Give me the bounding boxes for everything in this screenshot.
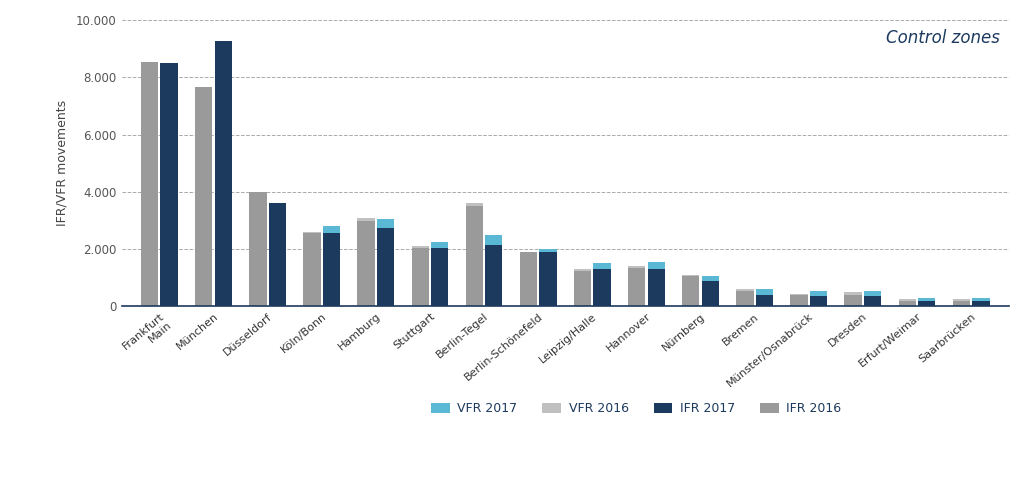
Bar bbox=[864, 291, 882, 296]
Bar bbox=[756, 295, 773, 306]
Bar bbox=[215, 41, 231, 306]
Bar bbox=[845, 292, 862, 295]
Bar bbox=[141, 61, 159, 306]
Bar bbox=[377, 219, 394, 228]
Bar bbox=[756, 289, 773, 295]
Bar bbox=[303, 232, 321, 233]
Bar bbox=[899, 301, 915, 306]
Bar bbox=[647, 269, 665, 306]
Bar bbox=[972, 298, 989, 301]
Bar bbox=[845, 295, 862, 306]
Y-axis label: IFR/VFR movements: IFR/VFR movements bbox=[56, 100, 69, 226]
Bar bbox=[268, 203, 286, 306]
Bar bbox=[357, 218, 375, 220]
Bar bbox=[952, 301, 970, 306]
Bar bbox=[412, 246, 429, 247]
Bar bbox=[303, 233, 321, 306]
Bar bbox=[573, 269, 591, 271]
Bar bbox=[701, 276, 719, 281]
Bar bbox=[573, 271, 591, 306]
Bar bbox=[323, 226, 340, 233]
Bar bbox=[919, 301, 935, 306]
Bar bbox=[540, 249, 557, 252]
Bar bbox=[249, 192, 266, 306]
Bar bbox=[919, 298, 935, 301]
Bar bbox=[952, 299, 970, 301]
Bar bbox=[412, 247, 429, 306]
Bar bbox=[628, 268, 645, 306]
Bar bbox=[682, 276, 699, 306]
Bar bbox=[682, 275, 699, 276]
Bar bbox=[520, 252, 538, 306]
Bar bbox=[899, 299, 915, 301]
Bar bbox=[323, 233, 340, 306]
Bar bbox=[431, 242, 449, 247]
Bar bbox=[791, 294, 808, 295]
Bar bbox=[377, 228, 394, 306]
Bar bbox=[540, 252, 557, 306]
Bar bbox=[593, 264, 610, 269]
Bar bbox=[647, 262, 665, 269]
Bar bbox=[196, 88, 212, 306]
Bar bbox=[736, 291, 754, 306]
Bar bbox=[736, 289, 754, 291]
Bar bbox=[791, 295, 808, 306]
Bar bbox=[810, 291, 827, 296]
Bar bbox=[972, 301, 989, 306]
Bar bbox=[431, 247, 449, 306]
Text: Control zones: Control zones bbox=[886, 29, 1000, 47]
Bar bbox=[628, 266, 645, 268]
Bar bbox=[810, 296, 827, 306]
Bar bbox=[485, 245, 503, 306]
Bar bbox=[593, 269, 610, 306]
Bar bbox=[701, 281, 719, 306]
Legend: VFR 2017, VFR 2016, IFR 2017, IFR 2016: VFR 2017, VFR 2016, IFR 2017, IFR 2016 bbox=[426, 397, 847, 421]
Bar bbox=[161, 63, 178, 306]
Bar bbox=[357, 220, 375, 306]
Bar bbox=[466, 206, 483, 306]
Bar bbox=[864, 296, 882, 306]
Bar bbox=[466, 203, 483, 206]
Bar bbox=[485, 235, 503, 245]
